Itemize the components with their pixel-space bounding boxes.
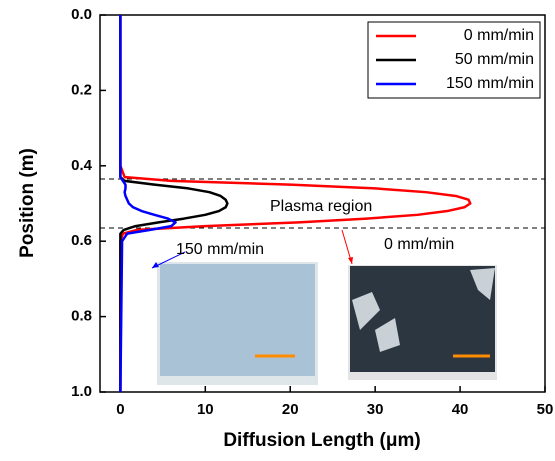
inset-0 [348, 265, 497, 380]
x-tick-label: 0 [116, 401, 124, 418]
annotation: 150 mm/min [176, 241, 264, 258]
inset-150 [157, 262, 318, 385]
x-tick-label: 20 [282, 401, 299, 418]
y-axis-title: Position (m) [17, 148, 38, 258]
y-tick-label: 0.0 [71, 6, 92, 23]
x-tick-label: 50 [537, 401, 554, 418]
x-axis-title: Diffusion Length (μm) [223, 430, 420, 451]
y-tick-label: 0.8 [71, 308, 92, 325]
legend-label: 150 mm/min [446, 75, 534, 92]
x-tick-label: 40 [452, 401, 469, 418]
inset-feature [352, 268, 495, 352]
y-tick-label: 0.4 [71, 157, 93, 174]
arrowhead [348, 257, 353, 264]
x-tick-label: 10 [197, 401, 214, 418]
arrowhead [152, 262, 159, 268]
y-tick-label: 1.0 [71, 383, 92, 400]
inset-image [350, 266, 495, 372]
annotation: Plasma region [270, 198, 372, 215]
series-line [119, 15, 177, 393]
y-tick-label: 0.2 [71, 81, 92, 98]
x-tick-label: 30 [367, 401, 384, 418]
legend-label: 50 mm/min [455, 51, 534, 68]
legend-label: 0 mm/min [464, 27, 534, 44]
annotation: 0 mm/min [384, 236, 454, 253]
plot-frame [99, 14, 546, 393]
series-line [119, 15, 229, 392]
y-tick-label: 0.6 [71, 232, 92, 249]
inset-image [160, 264, 315, 376]
